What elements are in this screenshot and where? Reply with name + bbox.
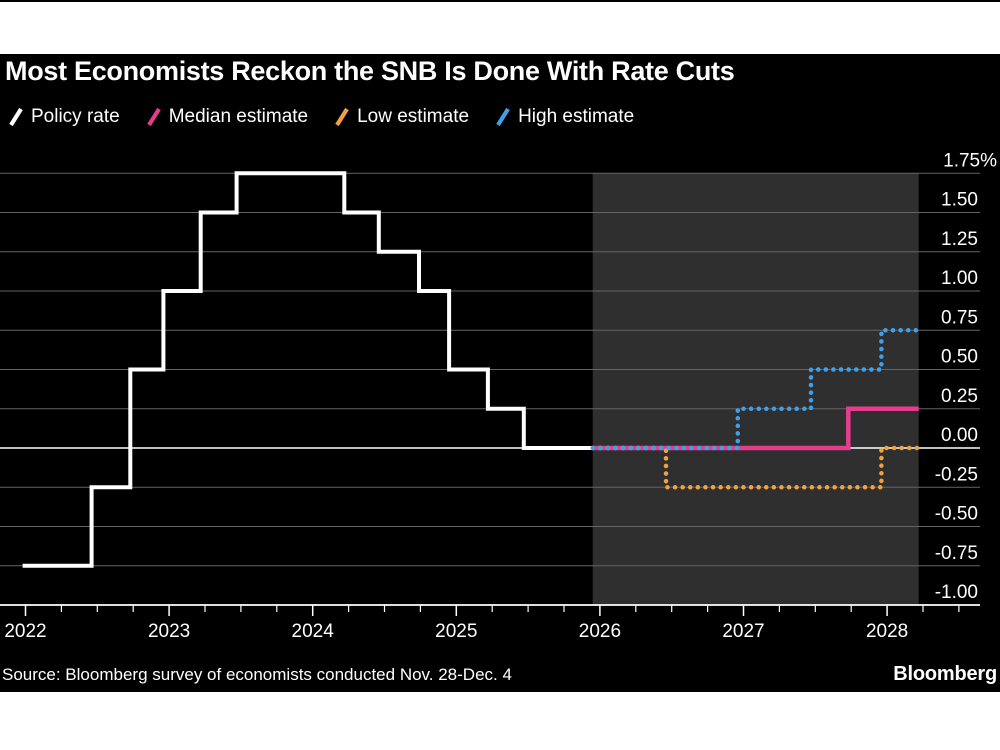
- x-axis-label: 2023: [148, 621, 190, 642]
- x-axis-label: 2027: [722, 621, 764, 642]
- legend-slash-icon: [146, 107, 161, 127]
- series-policy-rate: [22, 171, 593, 568]
- x-axis-label: 2026: [579, 621, 621, 642]
- top-border: [0, 0, 1000, 2]
- source-note: Source: Bloomberg survey of economists c…: [2, 665, 512, 684]
- legend-label: Low estimate: [357, 106, 470, 127]
- y-axis-label: 0.00: [941, 425, 978, 446]
- y-axis-label: 1.25: [941, 229, 978, 250]
- legend-slash-icon: [335, 107, 349, 127]
- forecast-shade-region: [592, 173, 919, 605]
- series-high-estimate: [590, 328, 921, 451]
- legend-label: High estimate: [518, 106, 635, 127]
- legend: Policy rate Median estimate Low estimate Hi…: [8, 106, 634, 128]
- x-axis-label: 2024: [292, 621, 335, 642]
- y-axis-label: 1.75%: [943, 150, 997, 171]
- legend-slash-icon: [496, 107, 510, 127]
- y-axis-label: 0.25: [941, 386, 978, 407]
- chart-title: Most Economists Reckon the SNB Is Done W…: [5, 56, 735, 86]
- legend-label: Policy rate: [31, 106, 120, 127]
- legend-slash-icon: [9, 107, 23, 127]
- y-axis-label: 1.00: [941, 268, 978, 289]
- legend-item-low-estimate: Low estimate: [334, 106, 469, 128]
- legend-item-policy-rate: Policy rate: [8, 106, 120, 128]
- y-axis-label: -0.25: [935, 464, 978, 485]
- y-axis-label: 0.50: [941, 347, 978, 368]
- bloomberg-logo: Bloomberg: [893, 663, 997, 685]
- y-axis-label: 0.75: [941, 307, 978, 328]
- x-axis-label: 2022: [4, 621, 46, 642]
- y-axis-label: -1.00: [935, 582, 978, 603]
- legend-item-high-estimate: High estimate: [495, 106, 634, 128]
- legend-item-median-estimate: Median estimate: [146, 106, 308, 128]
- footer: Source: Bloomberg survey of economists c…: [2, 663, 997, 686]
- x-axis-label: 2028: [866, 621, 908, 642]
- y-axis-label: 1.50: [941, 190, 978, 211]
- y-axis-label: -0.75: [935, 543, 978, 564]
- legend-label: Median estimate: [168, 106, 309, 127]
- y-axis-label: -0.50: [935, 504, 978, 525]
- x-axis-label: 2025: [435, 621, 477, 642]
